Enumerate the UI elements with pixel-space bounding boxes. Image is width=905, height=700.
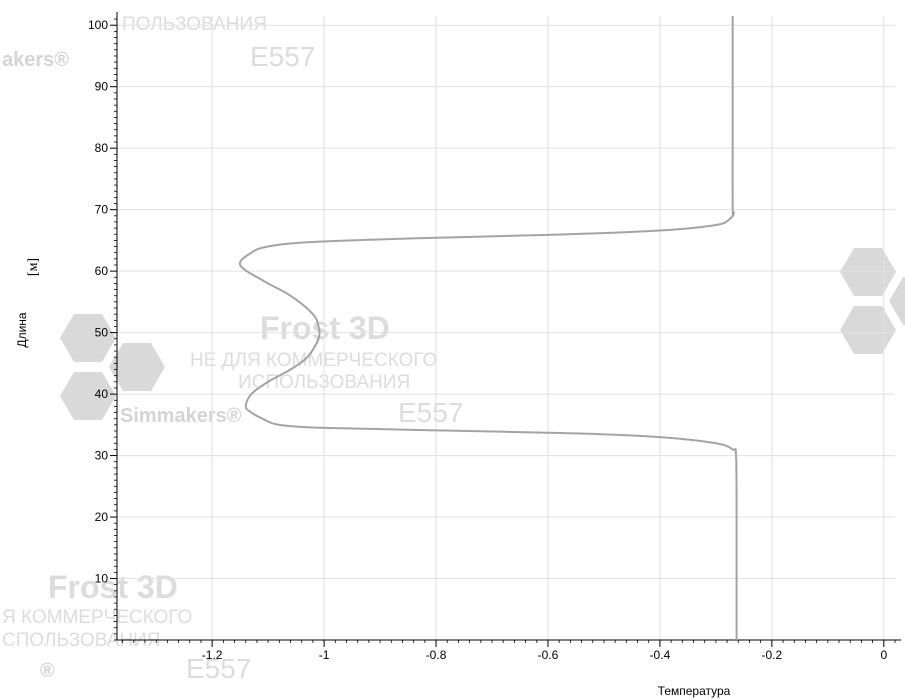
labels-layer: Температура Длина [м] 10 20 30 40 50 60 70 80 90… <box>15 18 887 698</box>
grid-layer <box>117 16 895 640</box>
data-point <box>659 437 660 438</box>
data-point <box>251 252 252 253</box>
data-point <box>736 578 737 579</box>
axes-layer <box>110 12 901 647</box>
data-point <box>251 393 252 394</box>
y-tick-label: 60 <box>95 264 109 278</box>
y-tick-label: 90 <box>95 80 109 94</box>
data-point <box>547 234 548 235</box>
data-point <box>318 326 319 327</box>
data-point <box>245 406 246 407</box>
data-point <box>732 209 733 210</box>
y-tick-label: 40 <box>95 387 109 401</box>
data-point <box>732 449 733 450</box>
watermark-1-code: E557 <box>250 41 315 72</box>
watermark-hexagon-logo-right <box>840 248 905 354</box>
data-point <box>268 246 269 247</box>
y-tick-label: 100 <box>88 18 108 32</box>
data-point <box>407 238 408 239</box>
y-tick-label: 20 <box>95 510 109 524</box>
data-point <box>318 338 319 339</box>
x-tick-label: 0 <box>880 648 887 662</box>
data-point <box>575 433 576 434</box>
data-point <box>732 15 733 16</box>
data-point <box>736 516 737 517</box>
watermark-hexagon-logo-left <box>60 314 165 420</box>
y-tick-label: 10 <box>95 572 109 586</box>
watermark-2-brand: Simmakers® <box>120 405 242 427</box>
watermark-1-brand: akers® <box>2 49 69 71</box>
temperature-profile-line <box>238 16 738 640</box>
data-point <box>715 443 716 444</box>
y-tick-label: 70 <box>95 203 109 217</box>
x-tick-label: -0.6 <box>538 648 559 662</box>
watermark-3-title: Frost 3D <box>48 569 178 605</box>
y-axis-title: Длина <box>15 312 29 347</box>
watermark-3-line2: СПОЛЬЗОВАНИЯ <box>2 630 161 651</box>
watermark-2-code: E557 <box>398 397 463 428</box>
watermark-3-brand: ® <box>40 660 55 682</box>
data-point <box>240 264 241 265</box>
x-tick-label: -1.2 <box>202 648 223 662</box>
data-point <box>312 314 313 315</box>
data-point <box>279 424 280 425</box>
watermark-1-line1: ПОЛЬЗОВАНИЯ <box>122 14 267 35</box>
data-point <box>251 412 252 413</box>
data-point <box>736 639 737 640</box>
data-point <box>715 224 716 225</box>
data-point <box>735 455 736 456</box>
watermark-2-title: Frost 3D <box>260 310 390 346</box>
y-tick-label: 30 <box>95 449 109 463</box>
watermark-2-line1: НЕ ДЛЯ КОММЕРЧЕСКОГО <box>190 350 437 371</box>
data-point <box>435 430 436 431</box>
data-point <box>323 427 324 428</box>
x-tick-label: -0.8 <box>426 648 447 662</box>
data-point <box>290 369 291 370</box>
data-point <box>307 357 308 358</box>
data-point <box>290 295 291 296</box>
series-layer <box>238 15 738 640</box>
y-axis-unit: [м] <box>26 258 41 276</box>
data-point <box>307 242 308 243</box>
data-point <box>732 148 733 149</box>
watermark-3-line1: Я КОММЕРЧЕСКОГО <box>2 607 192 628</box>
y-tick-label: 80 <box>95 141 109 155</box>
data-point <box>732 86 733 87</box>
watermark-3-code: E557 <box>186 653 251 684</box>
x-tick-label: -0.4 <box>650 648 671 662</box>
data-point <box>262 418 263 419</box>
watermark-layer: ПОЛЬЗОВАНИЯ akers® E557 Frost 3D НЕ ДЛЯ … <box>2 14 905 684</box>
x-axis-title: Температура <box>658 684 731 698</box>
data-point <box>729 218 730 219</box>
data-point <box>733 212 734 213</box>
data-point <box>262 280 263 281</box>
y-tick-label: 50 <box>95 326 109 340</box>
x-tick-label: -1 <box>319 648 330 662</box>
data-point <box>659 230 660 231</box>
data-point <box>268 381 269 382</box>
x-tick-label: -0.2 <box>762 648 783 662</box>
